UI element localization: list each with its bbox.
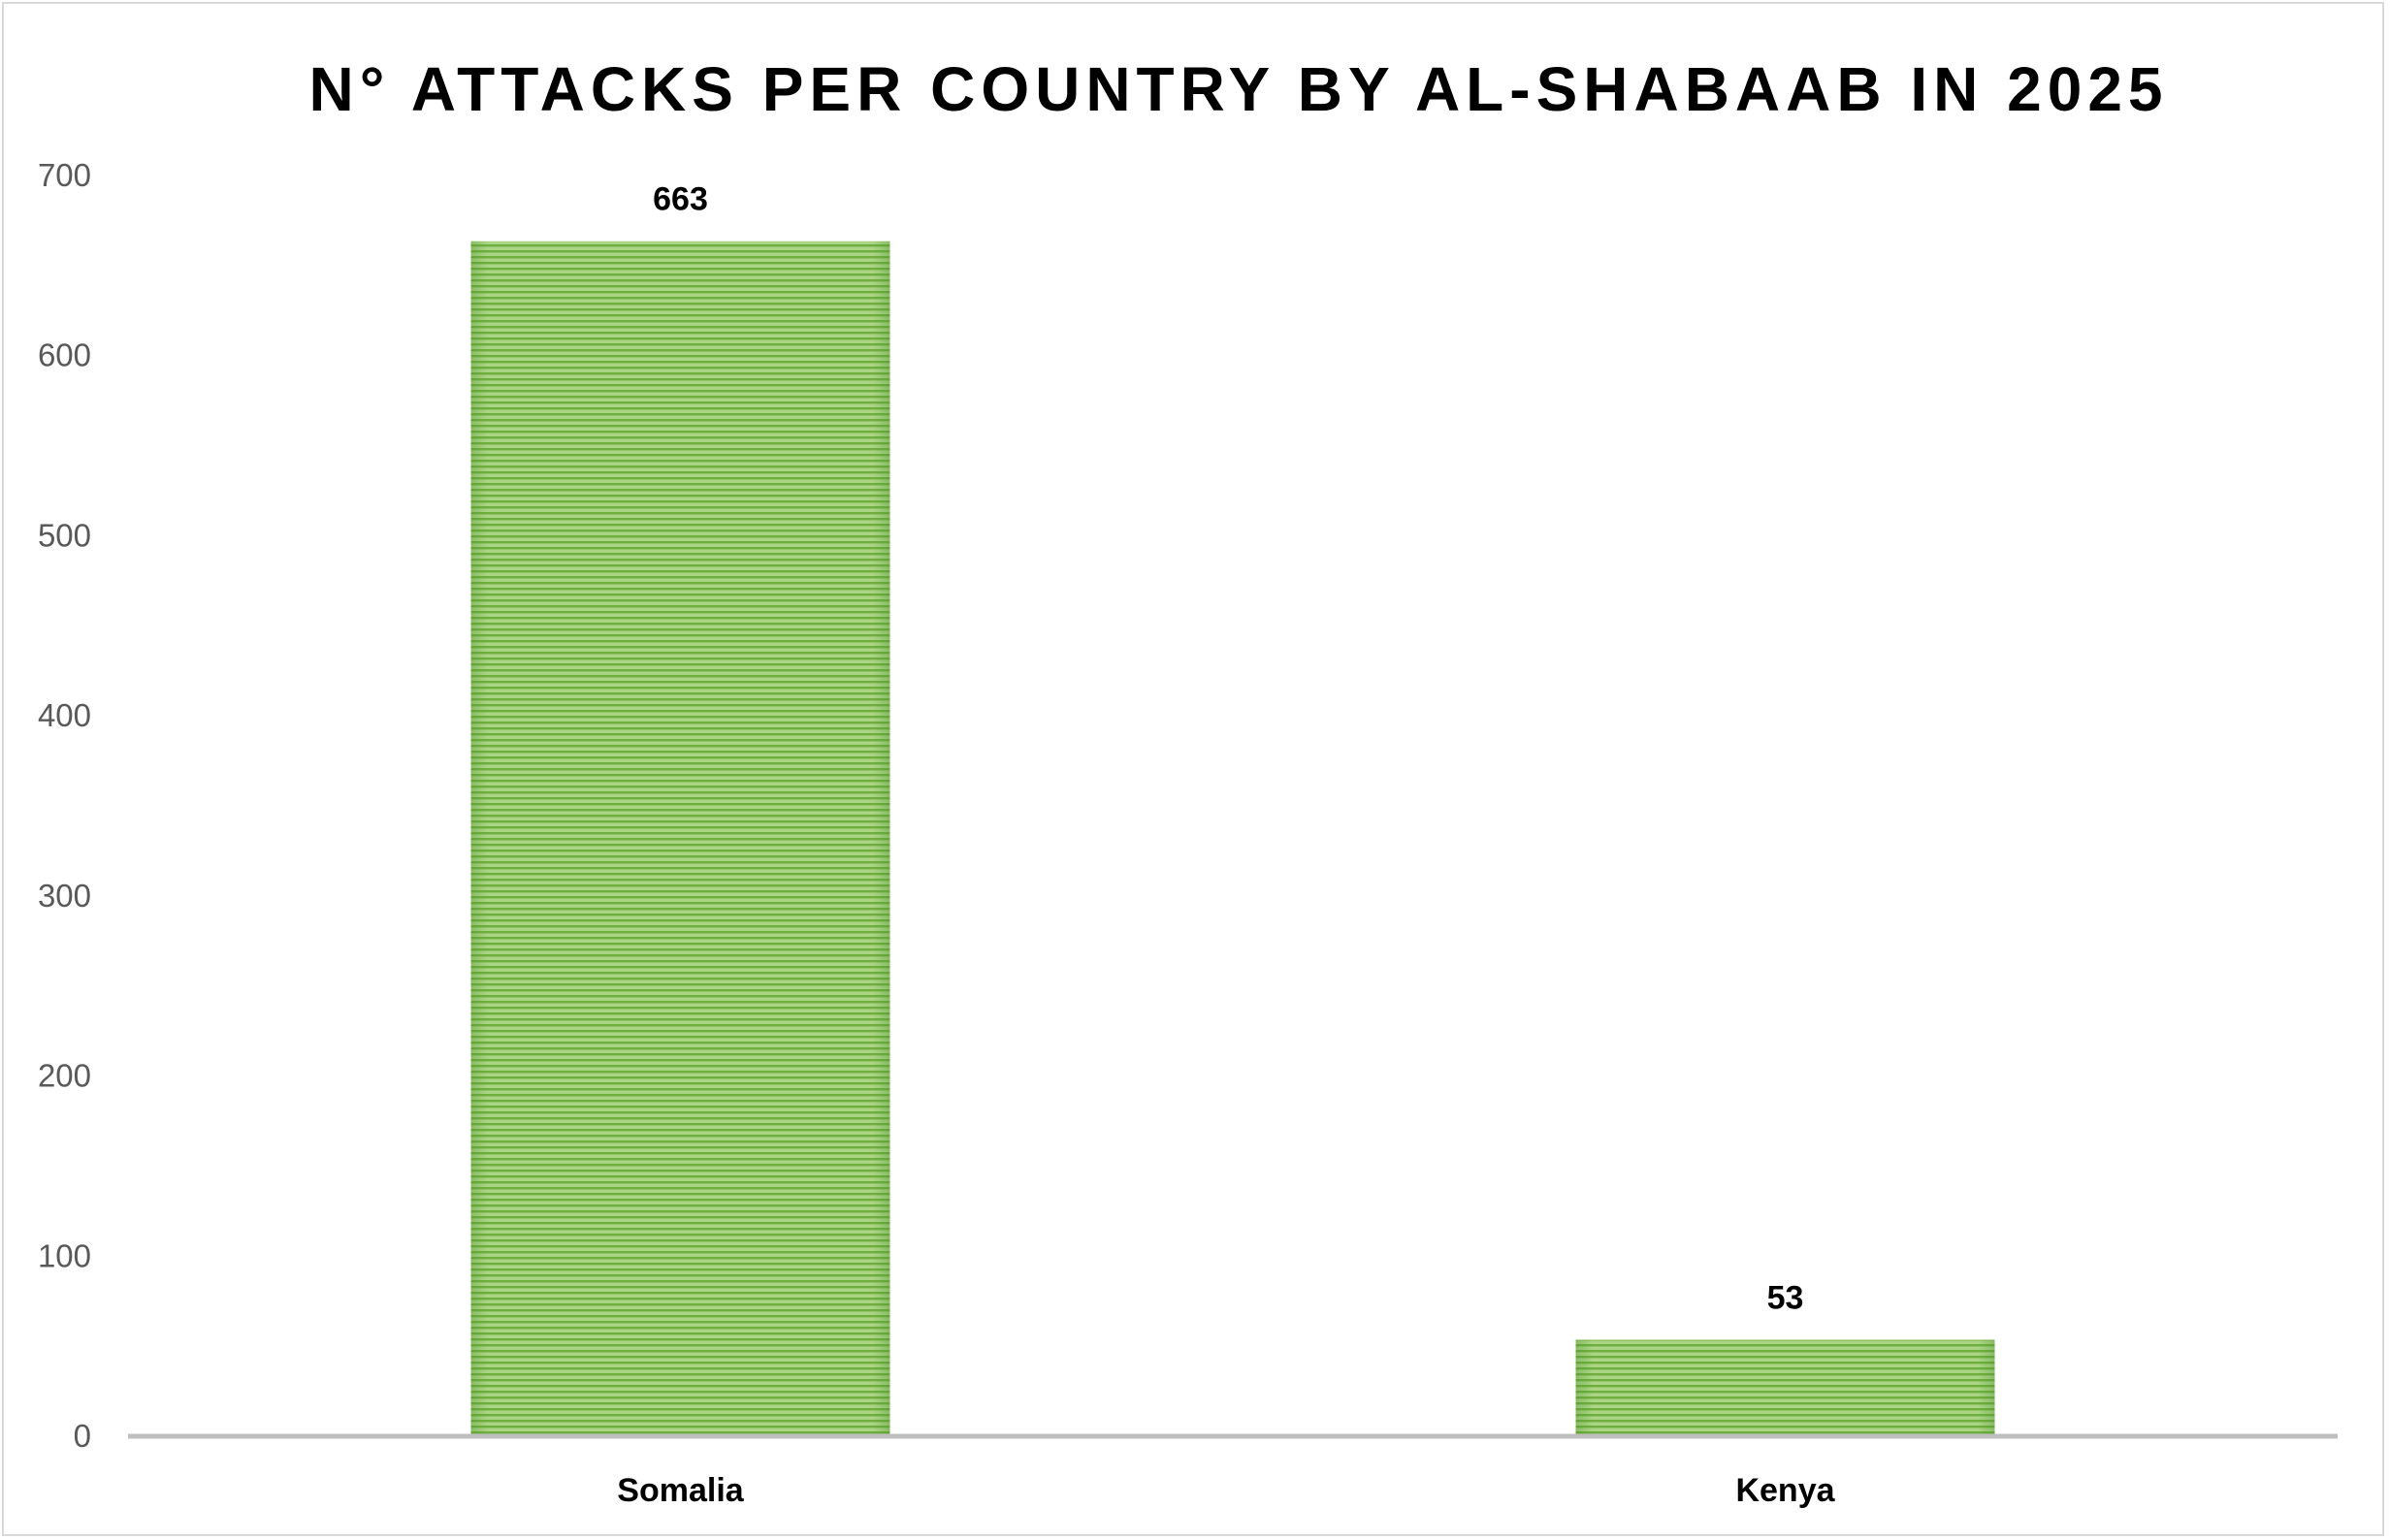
bar-shade-somalia — [470, 241, 890, 1436]
data-label-kenya: 53 — [1767, 1280, 1804, 1317]
y-tick-label: 200 — [38, 1058, 91, 1094]
data-label-somalia: 663 — [653, 181, 708, 218]
y-axis-ticks: 0 100 200 300 400 500 600 700 — [38, 157, 91, 1454]
bar-shade-kenya — [1575, 1339, 1995, 1435]
y-tick-label: 400 — [38, 697, 91, 733]
x-axis-labels: Somalia Kenya — [617, 1472, 1835, 1509]
y-tick-label: 700 — [38, 157, 91, 193]
x-category-label: Kenya — [1735, 1472, 1835, 1509]
y-tick-label: 600 — [38, 337, 91, 373]
y-tick-label: 0 — [74, 1418, 91, 1454]
chart-title: N° ATTACKS PER COUNTRY BY AL-SHABAAB IN … — [308, 54, 2169, 124]
bars-group — [470, 241, 1995, 1436]
y-tick-label: 500 — [38, 517, 91, 553]
data-labels-group: 663 53 — [653, 181, 1803, 1317]
x-category-label: Somalia — [617, 1472, 744, 1509]
y-tick-label: 100 — [38, 1237, 91, 1273]
y-tick-label: 300 — [38, 878, 91, 914]
